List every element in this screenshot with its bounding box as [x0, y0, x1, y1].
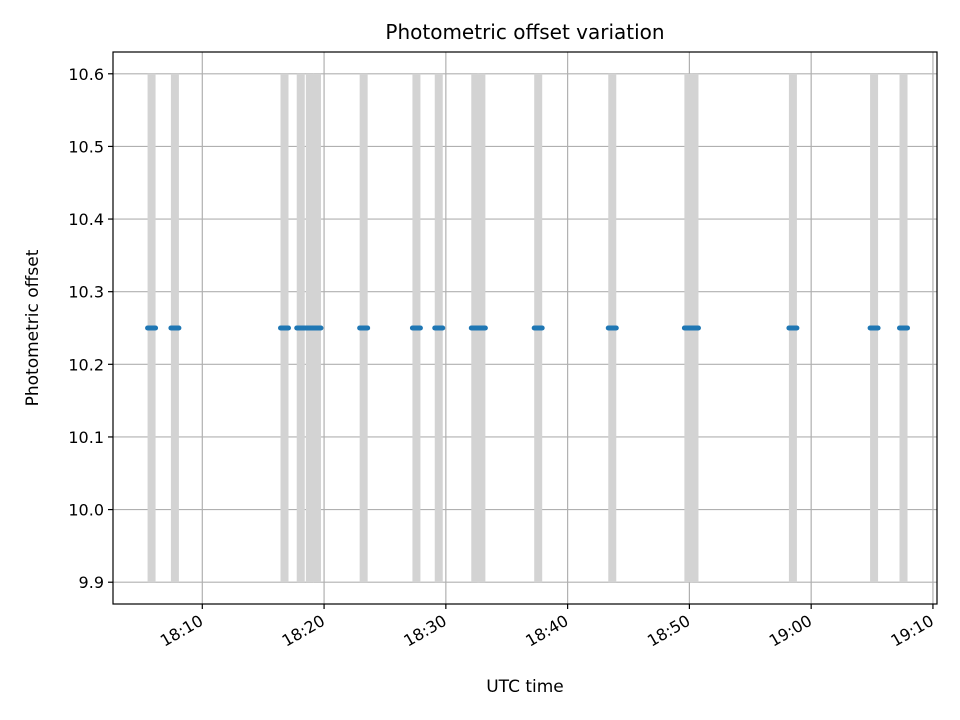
x-tick-label: 19:10: [888, 611, 937, 651]
y-tick-label: 10.5: [68, 137, 104, 156]
plot-frame: [112, 51, 938, 605]
chart-title: Photometric offset variation: [385, 20, 664, 44]
y-axis-ticks: 9.9 10.0 10.1 10.2 10.3 10.4 10.5 10.6: [68, 65, 113, 592]
x-axis-ticks: 18:10 18:20 18:30 18:40 18:50 19:00 19:10: [157, 604, 937, 651]
y-tick-label: 10.4: [68, 210, 104, 229]
x-tick-label: 18:30: [400, 611, 449, 651]
y-tick-label: 10.2: [68, 355, 104, 374]
x-tick-label: 18:10: [157, 611, 206, 651]
y-tick-label: 10.0: [68, 501, 104, 520]
grid-lines: [113, 52, 937, 604]
y-tick-label: 10.6: [68, 65, 104, 84]
x-axis-label: UTC time: [486, 677, 564, 697]
x-tick-label: 19:00: [766, 611, 815, 651]
y-tick-label: 9.9: [79, 573, 104, 592]
y-tick-label: 10.1: [68, 428, 104, 447]
x-tick-label: 18:20: [279, 611, 328, 651]
y-tick-label: 10.3: [68, 283, 104, 302]
x-tick-label: 18:50: [644, 611, 693, 651]
x-tick-label: 18:40: [522, 611, 571, 651]
y-axis-label: Photometric offset: [23, 249, 43, 406]
